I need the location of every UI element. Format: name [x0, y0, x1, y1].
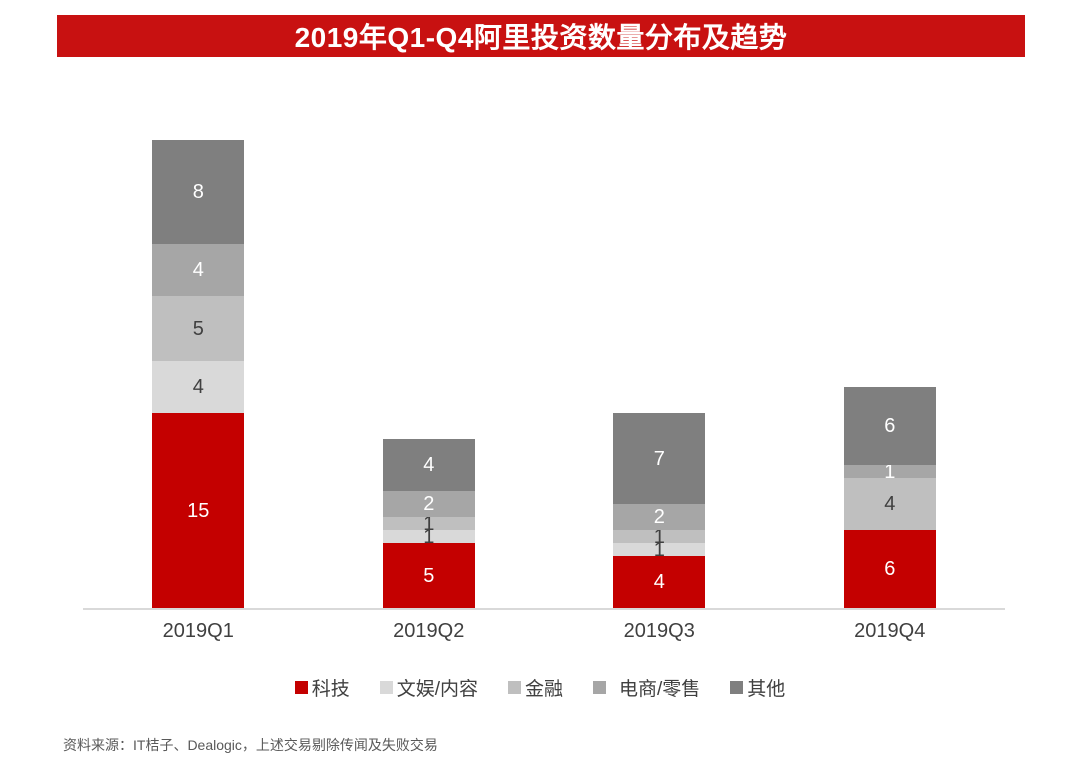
bar-segment-电商/零售: 2 — [613, 504, 706, 530]
bar-segment-value: 5 — [423, 564, 435, 587]
bar-segment-金融: 5 — [152, 296, 245, 361]
bar-segment-其他: 6 — [843, 387, 936, 465]
bar-segment-科技: 4 — [613, 556, 706, 608]
bar-segment-value: 7 — [653, 447, 665, 470]
bar-2019Q4: 6 4 1 6 — [843, 387, 936, 608]
chart-legend: 科技 文娱/内容 金融 电商/零售 其他 — [0, 674, 1080, 701]
bar-segment-金融: 1 — [613, 527, 706, 547]
bar-segment-value: 2 — [423, 493, 435, 515]
bar-segment-value: 1 — [653, 538, 665, 561]
legend-label: 其他 — [747, 679, 786, 700]
legend-label: 电商/零售 — [619, 679, 701, 700]
x-axis-label-2019Q3: 2019Q3 — [623, 620, 695, 642]
bar-segment-value: 8 — [192, 181, 204, 203]
bar-segment-金融: 1 — [382, 514, 475, 534]
x-axis-label-2019Q4: 2019Q4 — [854, 620, 926, 642]
bar-segment-value: 1 — [653, 525, 665, 548]
legend-marker-icon — [294, 681, 308, 694]
bar-segment-文娱/内容: 4 — [152, 361, 245, 413]
bar-segment-value: 1 — [423, 525, 435, 548]
bar-segment-value: 4 — [653, 571, 665, 593]
legend-label: 金融 — [524, 679, 563, 700]
chart-title: 2019年Q1-Q4阿里投资数量分布及趋势 — [294, 22, 788, 53]
legend-marker-icon — [507, 681, 521, 694]
bar-2019Q1: 15 4 5 4 8 — [152, 140, 245, 608]
bar-segment-文娱/内容: 1 — [613, 540, 706, 560]
bar-segment-电商/零售: 2 — [382, 491, 475, 517]
bar-segment-value: 4 — [423, 454, 435, 476]
bar-segment-value: 6 — [884, 558, 896, 580]
bar-segment-value: 15 — [187, 499, 210, 522]
x-axis-line — [83, 608, 1005, 610]
bar-segment-其他: 8 — [152, 140, 245, 244]
bar-segment-value: 5 — [192, 317, 204, 340]
bar-segment-电商/零售: 4 — [152, 244, 245, 296]
legend-item-科技: 科技 — [294, 674, 350, 701]
bar-segment-value: 1 — [423, 512, 435, 535]
bar-segment-其他: 4 — [382, 439, 475, 491]
source-note: 资料来源：IT桔子、Dealogic，上述交易剔除传闻及失败交易 — [63, 737, 438, 753]
bar-segment-科技: 15 — [152, 413, 245, 608]
legend-label: 科技 — [311, 679, 350, 700]
x-axis-label-2019Q2: 2019Q2 — [393, 620, 465, 642]
legend-marker-icon — [593, 681, 606, 694]
bar-segment-其他: 7 — [613, 413, 706, 504]
legend-marker-icon — [730, 681, 744, 694]
bar-segment-value: 4 — [192, 259, 204, 281]
bar-segment-电商/零售: 1 — [843, 462, 936, 482]
legend-label: 文娱/内容 — [396, 679, 478, 700]
bar-segment-value: 4 — [192, 376, 204, 398]
bar-segment-value: 2 — [653, 506, 665, 528]
legend-item-其他: 其他 — [730, 674, 785, 701]
legend-item-金融: 金融 — [507, 674, 563, 701]
legend-item-文娱/内容: 文娱/内容 — [379, 674, 478, 701]
legend-marker-icon — [379, 681, 393, 694]
chart-title-banner: 2019年Q1-Q4阿里投资数量分布及趋势 — [57, 15, 1025, 57]
bar-segment-科技: 6 — [843, 530, 936, 608]
bar-segment-金融: 4 — [843, 478, 936, 530]
legend-item-电商/零售: 电商/零售 — [593, 674, 700, 701]
bar-segment-文娱/内容: 1 — [382, 527, 475, 547]
bar-segment-value: 1 — [884, 460, 896, 483]
bar-segment-value: 4 — [884, 493, 896, 515]
bar-segment-科技: 5 — [382, 543, 475, 608]
x-axis-label-2019Q1: 2019Q1 — [162, 620, 234, 642]
bar-segment-value: 6 — [884, 415, 896, 437]
